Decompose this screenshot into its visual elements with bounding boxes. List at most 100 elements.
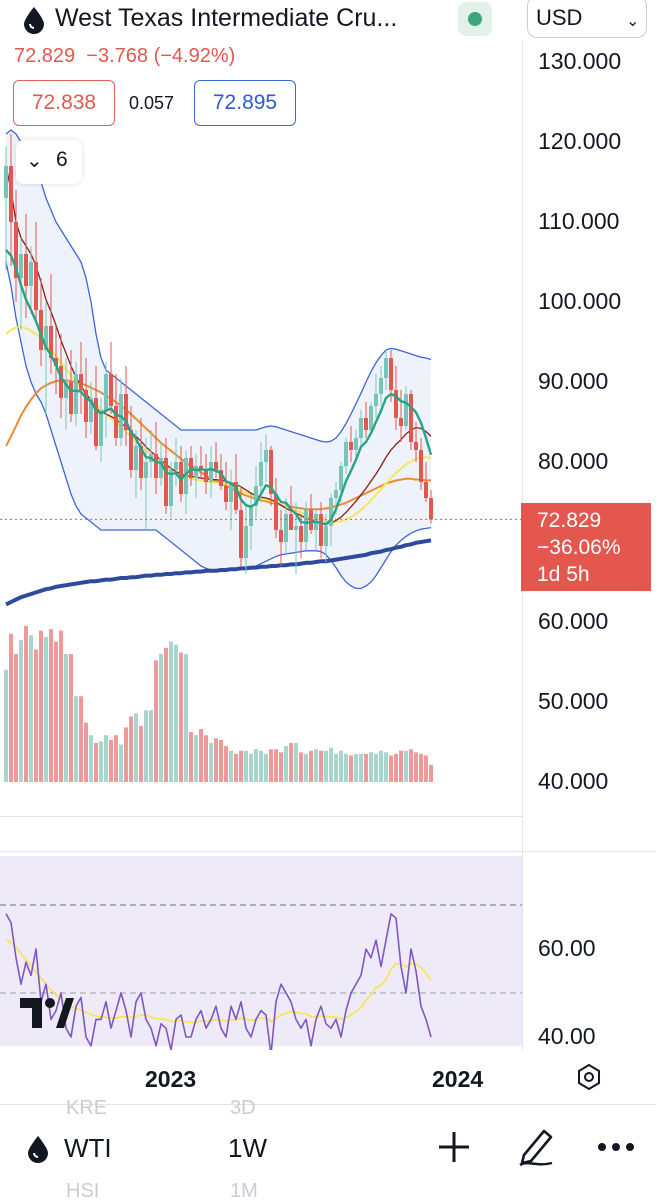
volume-bar (354, 753, 358, 782)
symbol-selector[interactable]: WTI (64, 1133, 112, 1163)
volume-bar (419, 753, 423, 782)
candle-body (49, 326, 53, 358)
candle-body (204, 470, 208, 482)
price-change-pct: (−4.92%) (153, 45, 236, 67)
candle-body (4, 166, 8, 198)
volume-bar (119, 744, 123, 782)
volume-bar (229, 750, 233, 782)
symbol-title[interactable]: West Texas Intermediate Cru... (55, 4, 398, 32)
sell-button[interactable]: 72.838 (13, 80, 115, 126)
candle-body (154, 454, 158, 478)
candle-body (214, 462, 218, 470)
candle-body (144, 462, 148, 478)
volume-bar (249, 753, 253, 782)
volume-bar (359, 753, 363, 782)
candle-body (329, 498, 333, 526)
price-tag-countdown: 1d 5h (537, 563, 590, 586)
candle-body (79, 374, 83, 390)
candle-body (429, 498, 433, 520)
plus-icon[interactable] (436, 1129, 472, 1165)
volume-bar (409, 749, 413, 782)
candle-body (364, 418, 368, 430)
chevron-down-icon: ⌄ (26, 150, 43, 172)
volume-bar (234, 753, 238, 782)
pane-separator[interactable] (0, 851, 656, 852)
candle-body (59, 366, 63, 398)
price-tick-label: 50.000 (538, 688, 609, 714)
candle-body (194, 466, 198, 478)
volume-bar (204, 735, 208, 782)
price-tick-label: 120.000 (538, 128, 622, 154)
candle-body (129, 430, 133, 470)
volume-bar (399, 750, 403, 782)
candle-body (64, 382, 68, 398)
candle-body (74, 374, 78, 414)
volume-bar (274, 749, 278, 782)
volume-bar (374, 753, 378, 782)
ghost-symbol: HSI (66, 1180, 100, 1202)
bottom-toolbar: KRE 3D HSI 1M WTI 1W (0, 1097, 656, 1202)
chart-settings-icon[interactable] (576, 1063, 602, 1091)
price-tick-label: 80.000 (538, 448, 609, 474)
indicators-toggle-button[interactable]: ⌄ 6 (16, 140, 82, 184)
volume-bar (159, 654, 163, 782)
candle-body (264, 450, 268, 462)
volume-bar (164, 647, 168, 782)
candle-body (114, 406, 118, 438)
volume-bar (59, 630, 63, 782)
market-status-dot-icon (468, 12, 482, 26)
volume-bar (109, 739, 113, 782)
rsi-chart[interactable] (0, 850, 522, 1050)
volume-bar (244, 750, 248, 782)
pen-icon[interactable] (516, 1125, 556, 1167)
volume-bar (319, 750, 323, 782)
ask-price: 72.895 (212, 91, 278, 114)
time-axis[interactable]: 2023 2024 (0, 1050, 656, 1104)
volume-bar (349, 755, 353, 782)
buy-button[interactable]: 72.895 (194, 80, 296, 126)
market-status-button[interactable] (458, 2, 492, 36)
currency-select[interactable]: USD ⌄ (527, 0, 647, 38)
candle-body (224, 486, 228, 502)
volume-bar (124, 727, 128, 782)
candle-body (134, 446, 138, 470)
volume-bar (74, 696, 78, 782)
price-chart[interactable] (0, 0, 522, 820)
volume-bar (69, 654, 73, 782)
candle-body (424, 482, 428, 498)
volume-bar (214, 738, 218, 782)
volume-bar (99, 741, 103, 782)
ma-green-line (5, 249, 433, 526)
candle-body (14, 222, 18, 278)
candle-body (219, 470, 223, 486)
volume-bar (209, 743, 213, 782)
volume-bar (84, 722, 88, 782)
interval-selector[interactable]: 1W (228, 1133, 267, 1163)
candle-body (269, 450, 273, 494)
candle-body (244, 526, 248, 558)
candle-body (169, 470, 173, 506)
rsi-tick-label: 60.00 (538, 935, 596, 961)
volume-bar (219, 739, 223, 782)
ghost-symbol: KRE (66, 1097, 108, 1119)
last-price-tag: 72.829 −36.06% 1d 5h (521, 503, 651, 591)
candle-body (289, 514, 293, 530)
candle-body (94, 398, 98, 446)
candle-body (104, 374, 108, 410)
volume-bar (199, 728, 203, 782)
candle-body (99, 410, 103, 446)
volume-bar (179, 652, 183, 782)
candle-body (39, 310, 43, 350)
oil-drop-icon (27, 1135, 49, 1163)
currency-label: USD (536, 5, 583, 30)
more-icon[interactable] (596, 1129, 636, 1165)
volume-bar (429, 764, 433, 782)
volume-bar (364, 753, 368, 782)
bid-price: 72.838 (31, 91, 97, 114)
candle-body (354, 438, 358, 450)
volume-bar (334, 753, 338, 782)
volume-bar (294, 743, 298, 782)
candle-body (304, 510, 308, 542)
candle-body (29, 262, 33, 286)
volume-bar (144, 710, 148, 782)
